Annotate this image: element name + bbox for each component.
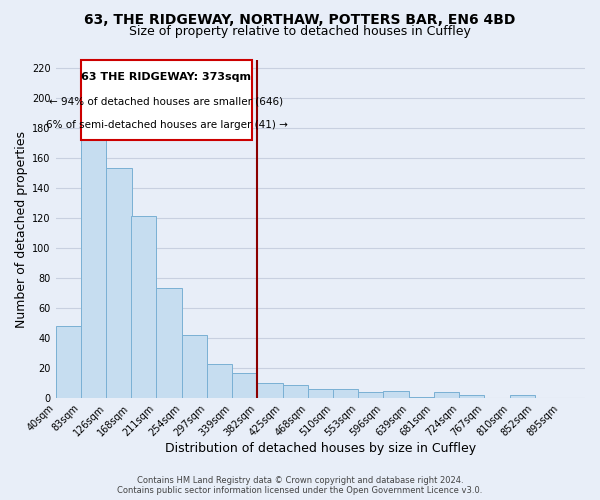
Bar xyxy=(509,395,535,398)
Bar xyxy=(106,168,131,398)
Bar xyxy=(333,389,358,398)
Y-axis label: Number of detached properties: Number of detached properties xyxy=(15,130,28,328)
Text: Size of property relative to detached houses in Cuffley: Size of property relative to detached ho… xyxy=(129,25,471,38)
Bar xyxy=(131,216,157,398)
Bar xyxy=(434,392,459,398)
Bar xyxy=(81,138,106,398)
Bar xyxy=(182,335,207,398)
Bar xyxy=(257,383,283,398)
Text: 63, THE RIDGEWAY, NORTHAW, POTTERS BAR, EN6 4BD: 63, THE RIDGEWAY, NORTHAW, POTTERS BAR, … xyxy=(85,12,515,26)
Bar xyxy=(283,384,308,398)
Bar xyxy=(409,396,434,398)
Bar xyxy=(157,288,182,398)
Bar xyxy=(232,372,257,398)
Bar xyxy=(207,364,232,398)
Text: 63 THE RIDGEWAY: 373sqm: 63 THE RIDGEWAY: 373sqm xyxy=(82,72,251,82)
Bar xyxy=(56,326,81,398)
Bar xyxy=(383,390,409,398)
Text: ← 94% of detached houses are smaller (646): ← 94% of detached houses are smaller (64… xyxy=(49,96,284,106)
Bar xyxy=(81,60,252,140)
Bar xyxy=(358,392,383,398)
X-axis label: Distribution of detached houses by size in Cuffley: Distribution of detached houses by size … xyxy=(165,442,476,455)
Text: 6% of semi-detached houses are larger (41) →: 6% of semi-detached houses are larger (4… xyxy=(46,120,287,130)
Bar xyxy=(308,389,333,398)
Text: Contains HM Land Registry data © Crown copyright and database right 2024.
Contai: Contains HM Land Registry data © Crown c… xyxy=(118,476,482,495)
Bar xyxy=(459,395,484,398)
